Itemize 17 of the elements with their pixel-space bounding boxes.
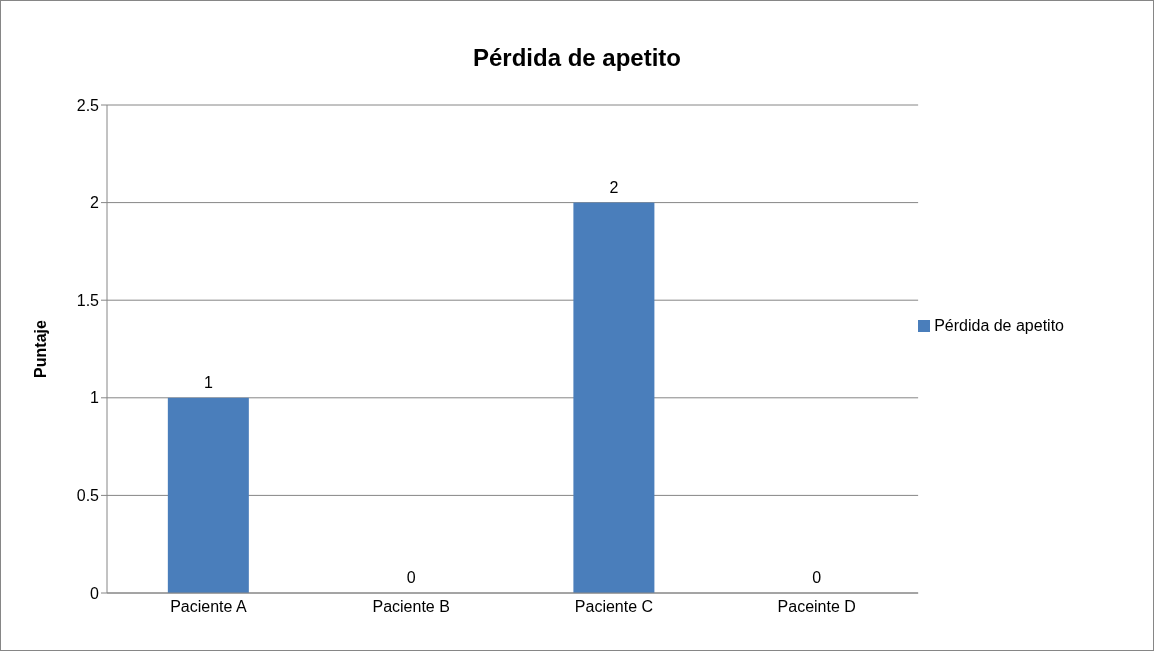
y-tick-label: 1.5 — [76, 291, 100, 309]
y-tick-label: 0.5 — [76, 487, 100, 505]
y-tick-label: 2.5 — [76, 96, 100, 114]
x-tick-label: Paciente A — [170, 598, 247, 616]
x-tick-label: Paceinte D — [777, 598, 856, 616]
y-tick-label: 0 — [90, 584, 100, 602]
legend-label: Pérdida de apetito — [934, 316, 1064, 334]
chart-title: Pérdida de apetito — [471, 44, 682, 72]
y-tick-label: 2 — [90, 194, 100, 212]
y-axis-title: Puntaje — [31, 320, 49, 378]
data-label: 0 — [812, 569, 822, 586]
x-tick-label: Paciente B — [372, 598, 450, 616]
data-label: 1 — [203, 373, 213, 391]
data-label: 2 — [609, 178, 619, 196]
data-label: 0 — [406, 569, 416, 586]
x-tick-label: Paciente C — [574, 598, 654, 616]
y-tick-label: 1 — [90, 389, 100, 407]
